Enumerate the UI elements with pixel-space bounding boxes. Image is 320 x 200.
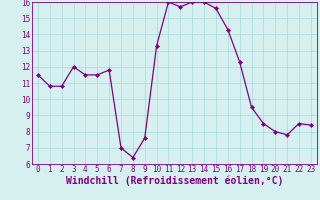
X-axis label: Windchill (Refroidissement éolien,°C): Windchill (Refroidissement éolien,°C) <box>66 176 283 186</box>
